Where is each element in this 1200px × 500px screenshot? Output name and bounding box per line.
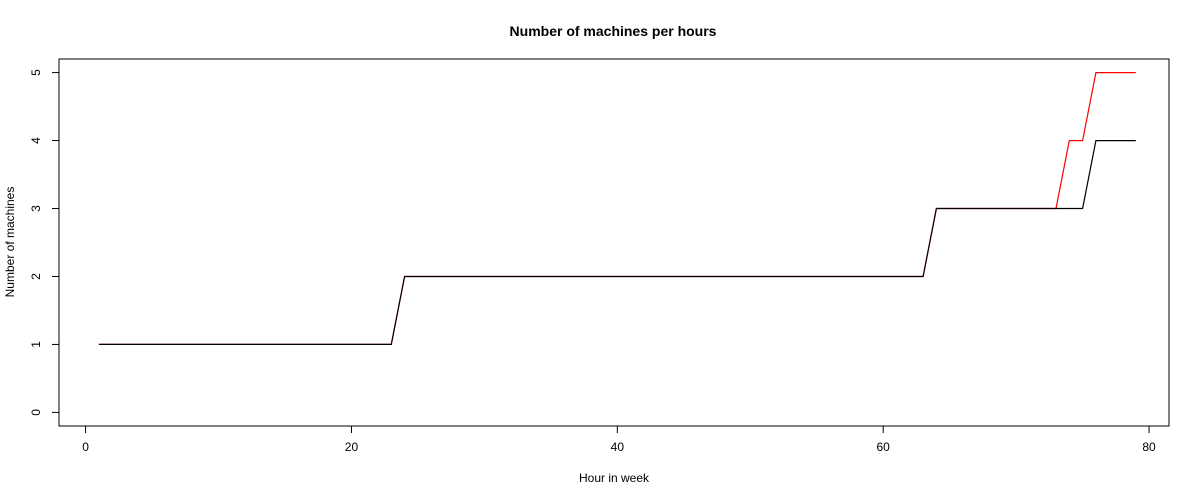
series-line-black: [98, 140, 1136, 345]
x-tick-label: 0: [82, 440, 89, 454]
x-axis-label: Hour in week: [579, 471, 650, 485]
y-tick-label: 4: [29, 137, 43, 144]
x-axis: 0 20 40 60 80: [82, 426, 1156, 454]
y-axis-label: Number of machines: [3, 187, 17, 298]
x-tick-label: 80: [1142, 440, 1156, 454]
y-tick-label: 0: [29, 409, 43, 416]
plot-frame: [58, 58, 1170, 427]
y-axis: 0 1 2 3 4 5: [29, 69, 59, 416]
x-tick-label: 40: [611, 440, 625, 454]
chart-title: Number of machines per hours: [510, 23, 717, 39]
x-tick-label: 60: [877, 440, 891, 454]
y-tick-label: 5: [29, 69, 43, 76]
x-tick-label: 20: [345, 440, 359, 454]
series-lines: [98, 71, 1136, 345]
y-tick-label: 3: [29, 205, 43, 212]
y-tick-label: 2: [29, 273, 43, 280]
y-tick-label: 1: [29, 341, 43, 348]
